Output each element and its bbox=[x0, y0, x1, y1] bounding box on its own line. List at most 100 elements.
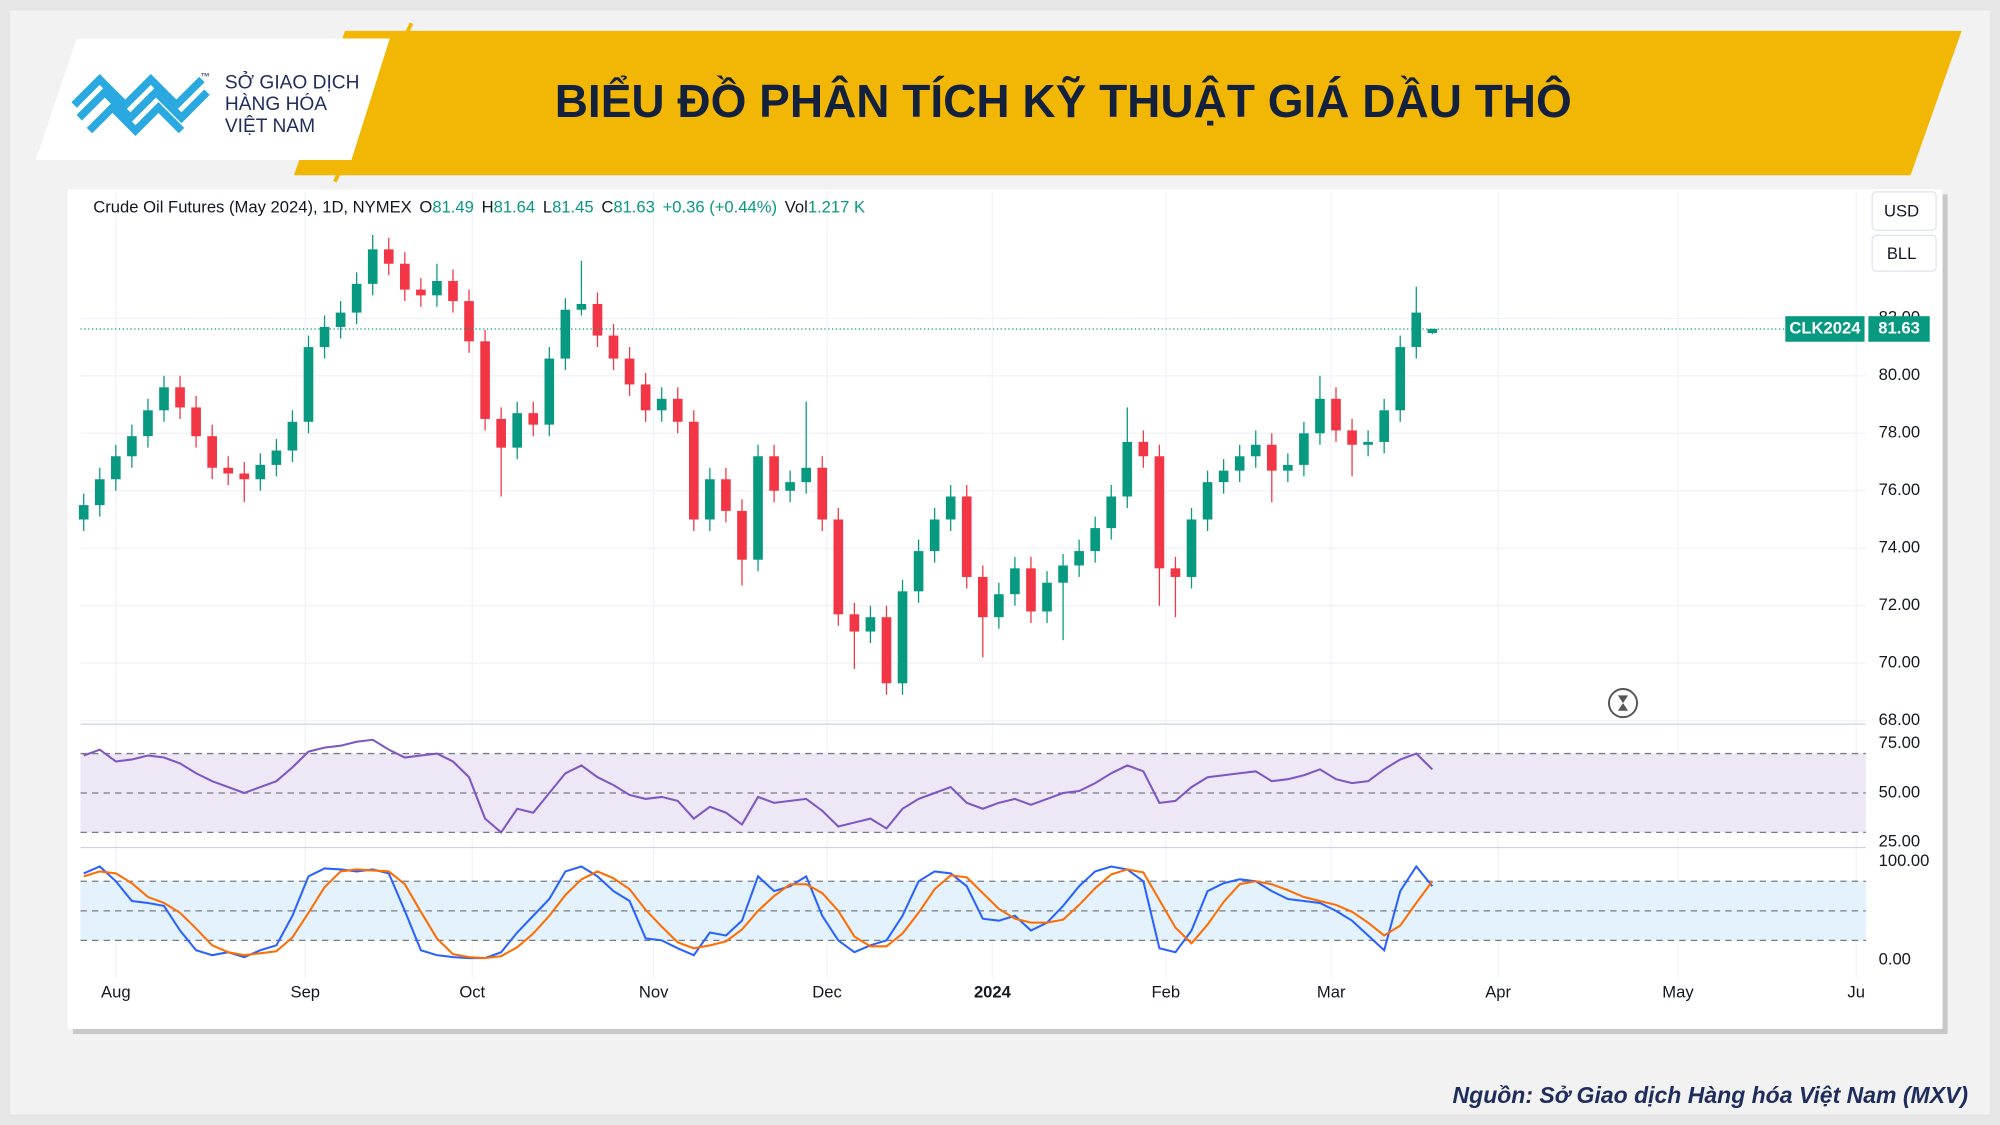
y-tick-label: 68.00 bbox=[1879, 710, 1921, 729]
candle-body bbox=[303, 347, 314, 422]
legend-volume: 1.217 K bbox=[808, 198, 865, 217]
y-tick-label: 70.00 bbox=[1879, 653, 1921, 672]
candle-body bbox=[560, 309, 571, 359]
candle-body bbox=[223, 467, 234, 474]
candle-body bbox=[1299, 433, 1309, 465]
candle-body bbox=[1315, 398, 1325, 434]
candle-body bbox=[994, 594, 1004, 618]
x-tick-label: Aug bbox=[101, 983, 131, 1002]
candle-body bbox=[705, 479, 715, 520]
candle-body bbox=[881, 617, 892, 684]
candle-body bbox=[1058, 565, 1068, 583]
y-tick-label: 80.00 bbox=[1879, 365, 1921, 384]
candle-body bbox=[817, 467, 828, 520]
x-tick-label: Ju bbox=[1847, 983, 1865, 1002]
candle-body bbox=[351, 283, 362, 313]
candle-body bbox=[1042, 582, 1052, 612]
badge-symbol: CLK2024 bbox=[1789, 318, 1861, 337]
unit-box[interactable] bbox=[1871, 234, 1937, 272]
currency-box[interactable] bbox=[1871, 191, 1937, 231]
candle-body bbox=[480, 341, 490, 419]
logo-tm: ™ bbox=[201, 71, 210, 81]
candle-body bbox=[753, 456, 763, 560]
candle-body bbox=[1395, 347, 1406, 411]
candle-body bbox=[416, 289, 426, 296]
candle-body bbox=[1347, 430, 1357, 445]
x-tick-label: 2024 bbox=[974, 983, 1012, 1002]
legend-value: 81.63 bbox=[613, 198, 655, 217]
candle-body bbox=[159, 387, 169, 411]
x-tick-label: Mar bbox=[1317, 983, 1346, 1002]
candle-body bbox=[1363, 441, 1373, 445]
candle-body bbox=[432, 280, 442, 296]
candle-body bbox=[624, 358, 635, 385]
candle-body bbox=[191, 407, 201, 437]
candle-body bbox=[319, 326, 330, 348]
replay-icon[interactable] bbox=[1607, 688, 1639, 719]
candle-body bbox=[672, 398, 683, 422]
y-tick-label: 25.00 bbox=[1879, 832, 1921, 851]
candle-body bbox=[897, 591, 908, 684]
badge-box bbox=[1785, 316, 1865, 342]
y-tick-label: 0.00 bbox=[1879, 949, 1911, 968]
x-tick-label: Apr bbox=[1485, 983, 1511, 1002]
candle-body bbox=[849, 614, 860, 632]
candle-body bbox=[1170, 568, 1181, 577]
indicator-line bbox=[83, 738, 1434, 834]
candle-body bbox=[1090, 528, 1100, 552]
y-tick-label: 72.00 bbox=[1879, 595, 1921, 614]
unit: BLL bbox=[1887, 244, 1917, 263]
indicator-line bbox=[83, 864, 1434, 960]
y-tick-label: 76.00 bbox=[1879, 480, 1921, 499]
candle-body bbox=[1026, 568, 1036, 612]
candle-body bbox=[1379, 410, 1389, 442]
x-tick-label: Dec bbox=[812, 983, 842, 1002]
candle-body bbox=[608, 335, 619, 359]
candle-body bbox=[785, 482, 795, 491]
candle-body bbox=[1218, 470, 1229, 483]
candle-body bbox=[544, 358, 555, 425]
y-tick-label: 75.00 bbox=[1879, 733, 1921, 752]
x-tick-label: Sep bbox=[290, 983, 320, 1002]
candle-body bbox=[721, 479, 731, 511]
x-tick-label: May bbox=[1662, 983, 1694, 1002]
candle-body bbox=[1010, 568, 1020, 595]
candle-body bbox=[688, 421, 699, 520]
logo-text: SỞ GIAO DỊCH bbox=[225, 71, 360, 93]
candle-body bbox=[977, 576, 988, 618]
x-tick-label: Nov bbox=[639, 983, 669, 1002]
logo-text: HÀNG HÓA bbox=[225, 93, 327, 115]
x-tick-label: Oct bbox=[459, 983, 485, 1002]
legend-key: C bbox=[601, 198, 613, 217]
candle-body bbox=[865, 617, 876, 632]
legend-value: 81.64 bbox=[494, 198, 536, 217]
candle-body bbox=[400, 263, 410, 290]
candle-body bbox=[737, 510, 747, 560]
candle-body bbox=[769, 456, 779, 491]
legend-key: Vol bbox=[785, 198, 808, 217]
candle-body bbox=[127, 436, 137, 457]
candle-body bbox=[1074, 551, 1084, 566]
price-label: 81.63 bbox=[1878, 318, 1920, 337]
indicator-line bbox=[83, 868, 1434, 960]
y-tick-label: 50.00 bbox=[1879, 782, 1921, 801]
candle-body bbox=[1106, 496, 1117, 529]
candle-body bbox=[255, 464, 266, 480]
candle-body bbox=[833, 519, 844, 615]
legend-key: O bbox=[419, 198, 432, 217]
candle-body bbox=[271, 450, 282, 465]
candle-body bbox=[1331, 398, 1341, 431]
logo-mark bbox=[71, 74, 210, 136]
candle-body bbox=[576, 303, 587, 310]
candle-body bbox=[1138, 441, 1149, 457]
candle-body bbox=[367, 249, 378, 284]
x-tick-label: Feb bbox=[1152, 983, 1181, 1002]
legend-value: 81.49 bbox=[432, 198, 474, 217]
candle-body bbox=[207, 436, 217, 468]
candle-body bbox=[78, 505, 89, 520]
candle-body bbox=[175, 387, 185, 408]
title-band bbox=[293, 30, 1962, 176]
candle-body bbox=[383, 249, 394, 264]
